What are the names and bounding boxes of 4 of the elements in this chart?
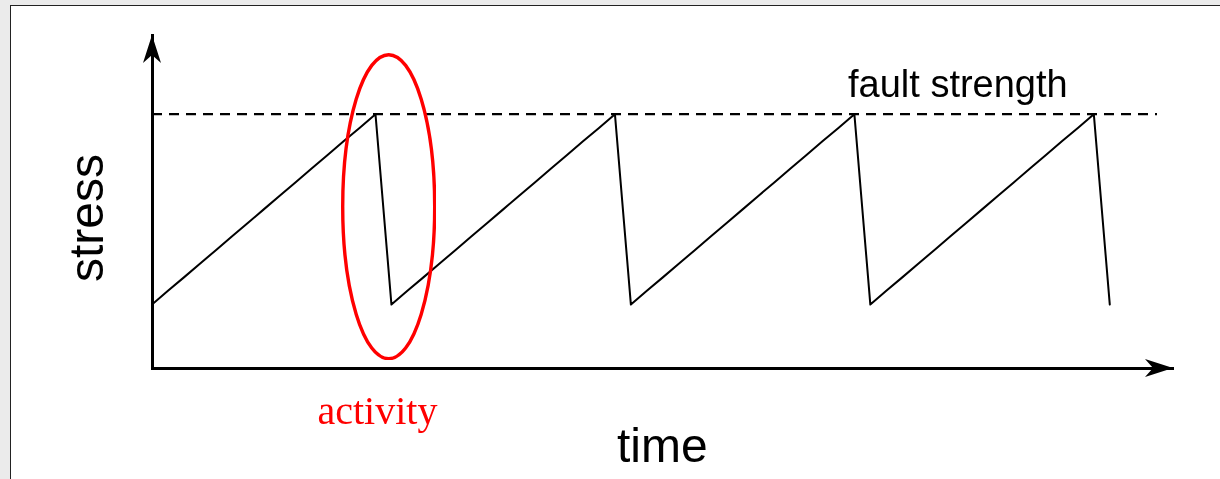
- y-axis-title: stress: [60, 153, 114, 282]
- ref-line-label: fault strength: [848, 63, 1068, 106]
- x-axis-title: time: [617, 419, 708, 472]
- text: activity: [317, 388, 438, 433]
